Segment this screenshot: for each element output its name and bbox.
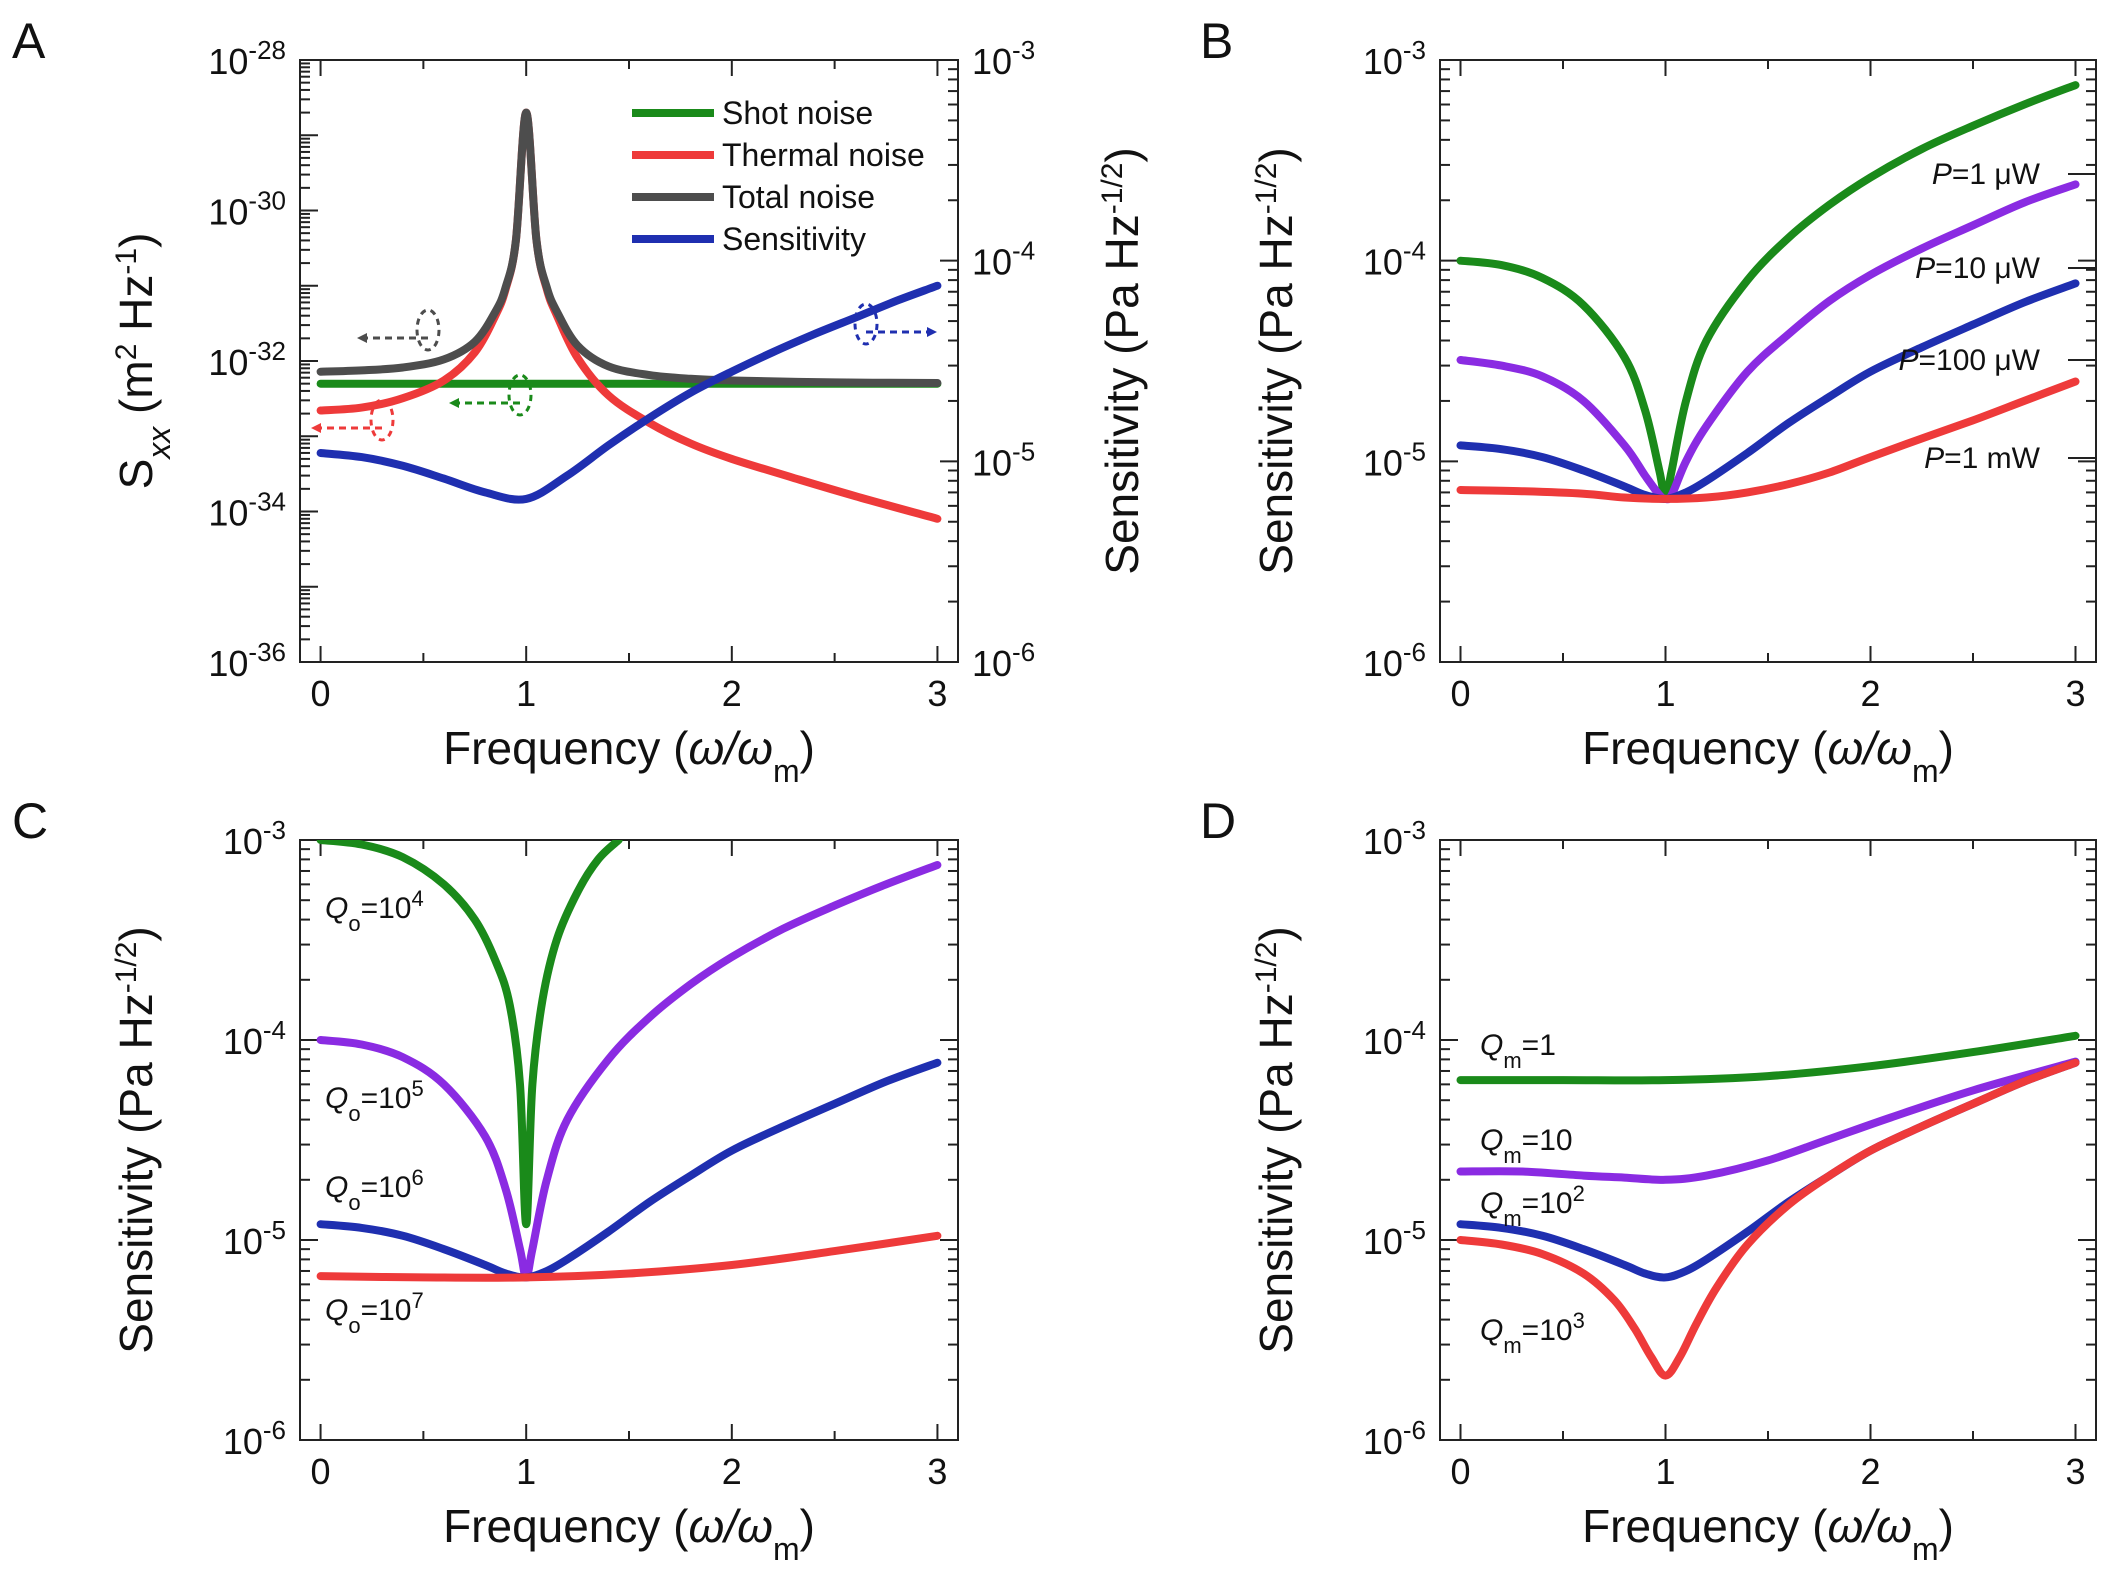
annotation-c: Qo=107 bbox=[325, 1288, 424, 1338]
y-right-tick-label-a: 10-5 bbox=[972, 436, 1035, 483]
annotation-b: P=100 μW bbox=[1898, 344, 2040, 377]
y-tick-label-b: 10-3 bbox=[1363, 35, 1426, 82]
x-axis-title-c: Frequency (ω/ωm) bbox=[443, 1500, 815, 1567]
indicator-loop bbox=[853, 302, 879, 346]
panel-b: B 0 1 2 3 Frequency (ω/ωm) 10-3 10-4 10-5 10-6 Sen… bbox=[1200, 13, 2097, 789]
x-tick-label-c: 2 bbox=[722, 1451, 742, 1492]
series-a-sensitivity bbox=[316, 281, 942, 504]
x-tick-label-b: 0 bbox=[1450, 673, 1470, 714]
y-tick-label-b: 10-5 bbox=[1363, 436, 1426, 483]
y-axis-title-b: Sensitivity (Pa Hz-1/2) bbox=[1250, 147, 1303, 574]
y-tick-label-c: 10-4 bbox=[223, 1015, 286, 1062]
series-c-qo-10-7 bbox=[316, 1231, 942, 1282]
series-a-thermal-noise bbox=[316, 108, 942, 523]
x-tick-label-d: 1 bbox=[1655, 1451, 1675, 1492]
x-tick-label-d: 0 bbox=[1450, 1451, 1470, 1492]
series-c-qo-10-4 bbox=[316, 840, 623, 1229]
y-axis-title-c: Sensitivity (Pa Hz-1/2) bbox=[110, 926, 163, 1353]
panel-letter-d: D bbox=[1200, 793, 1236, 849]
y-tick-label-b: 10-6 bbox=[1363, 637, 1426, 684]
y-tick-label-d: 10-6 bbox=[1363, 1415, 1426, 1462]
annotation-b: P=1 mW bbox=[1924, 442, 2041, 475]
y-tick-label-d: 10-3 bbox=[1363, 815, 1426, 862]
x-tick-label-b: 1 bbox=[1655, 673, 1675, 714]
x-tick-label-a: 1 bbox=[516, 673, 536, 714]
annotation-d: Qm=103 bbox=[1480, 1308, 1585, 1358]
y-tick-label-a: 10-36 bbox=[208, 637, 286, 684]
y-tick-label-d: 10-4 bbox=[1363, 1015, 1426, 1062]
indicator-loop bbox=[369, 398, 395, 442]
y-tick-label-b: 10-4 bbox=[1363, 236, 1426, 283]
series-b-p-1-w bbox=[1456, 81, 2080, 503]
y-tick-label-a: 10-28 bbox=[208, 35, 286, 82]
y-right-axis-title-a: Sensitivity (Pa Hz-1/2) bbox=[1096, 147, 1149, 574]
y-tick-label-c: 10-5 bbox=[223, 1215, 286, 1262]
annotation-b: P=10 μW bbox=[1915, 252, 2041, 285]
x-tick-label-b: 3 bbox=[2065, 673, 2085, 714]
y-tick-label-a: 10-34 bbox=[208, 487, 286, 534]
y-tick-label-c: 10-3 bbox=[223, 815, 286, 862]
y-tick-label-d: 10-5 bbox=[1363, 1215, 1426, 1262]
x-axis-title-d: Frequency (ω/ωm) bbox=[1582, 1500, 1954, 1567]
annotation-b: P=1 μW bbox=[1932, 158, 2041, 191]
y-axis-title-a: Sxx (m2 Hz-1) bbox=[110, 233, 178, 490]
series-d-qm-1 bbox=[1456, 1031, 2080, 1085]
series-b-p-1-mw bbox=[1456, 377, 2080, 503]
annotation-d: Qm=10 bbox=[1480, 1124, 1573, 1168]
x-tick-label-a: 2 bbox=[722, 673, 742, 714]
x-axis-title-b: Frequency (ω/ωm) bbox=[1582, 722, 1954, 789]
x-tick-label-d: 3 bbox=[2065, 1451, 2085, 1492]
annotation-c: Qo=105 bbox=[325, 1076, 424, 1126]
panel-c: C 0 1 2 3 Frequency (ω/ωm) 10-3 10-4 10-5 10-6 Sen… bbox=[12, 793, 959, 1567]
axis-indicators-a bbox=[311, 302, 937, 442]
legend-label: Sensitivity bbox=[722, 221, 866, 257]
y-right-tick-label-a: 10-4 bbox=[972, 236, 1035, 283]
y-right-tick-label-a: 10-3 bbox=[972, 35, 1035, 82]
series-b-p-100-w bbox=[1456, 279, 2080, 503]
panel-letter-a: A bbox=[12, 13, 46, 69]
panel-d: D 0 1 2 3 Frequency (ω/ωm) 10-3 10-4 10-5 10-6 Sen… bbox=[1200, 793, 2097, 1567]
x-tick-label-b: 2 bbox=[1860, 673, 1880, 714]
series-c-qo-10-6 bbox=[316, 1058, 942, 1282]
legend-label: Total noise bbox=[722, 179, 875, 215]
x-tick-label-a: 0 bbox=[311, 673, 331, 714]
indicator-loop bbox=[507, 373, 533, 417]
legend-label: Shot noise bbox=[722, 95, 873, 131]
series-c-qo-10-5 bbox=[316, 861, 942, 1282]
panel-a: A 0 1 2 3 Frequency (ω/ωm) 10-28 10-30 10-32 10-3… bbox=[12, 13, 1148, 789]
y-tick-label-a: 10-30 bbox=[208, 186, 286, 233]
indicator-loop bbox=[415, 308, 441, 352]
x-tick-label-c: 0 bbox=[311, 1451, 331, 1492]
y-right-tick-label-a: 10-6 bbox=[972, 637, 1035, 684]
series-d-qm-10-3 bbox=[1456, 1058, 2080, 1380]
x-tick-label-a: 3 bbox=[927, 673, 947, 714]
x-tick-label-d: 2 bbox=[1860, 1451, 1880, 1492]
x-tick-label-c: 1 bbox=[516, 1451, 536, 1492]
y-tick-label-c: 10-6 bbox=[223, 1415, 286, 1462]
series-b-p-10-w bbox=[1456, 180, 2080, 504]
annotation-c: Qo=104 bbox=[325, 886, 424, 936]
plot-frame-c bbox=[299, 839, 959, 1441]
y-axis-title-d: Sensitivity (Pa Hz-1/2) bbox=[1250, 926, 1303, 1353]
series-d-qm-10 bbox=[1456, 1057, 2080, 1184]
legend-a: Shot noise Thermal noise Total noise Sensit… bbox=[632, 95, 925, 257]
panel-letter-c: C bbox=[12, 793, 48, 849]
panel-letter-b: B bbox=[1200, 13, 1233, 69]
annotation-d: Qm=102 bbox=[1480, 1181, 1585, 1231]
x-tick-label-c: 3 bbox=[927, 1451, 947, 1492]
annotation-d: Qm=1 bbox=[1480, 1029, 1556, 1073]
legend-label: Thermal noise bbox=[722, 137, 925, 173]
x-axis-title-a: Frequency (ω/ωm) bbox=[443, 722, 815, 789]
annotation-c: Qo=106 bbox=[325, 1165, 424, 1215]
series-a-total-noise bbox=[316, 108, 942, 387]
y-tick-label-a: 10-32 bbox=[208, 336, 286, 383]
